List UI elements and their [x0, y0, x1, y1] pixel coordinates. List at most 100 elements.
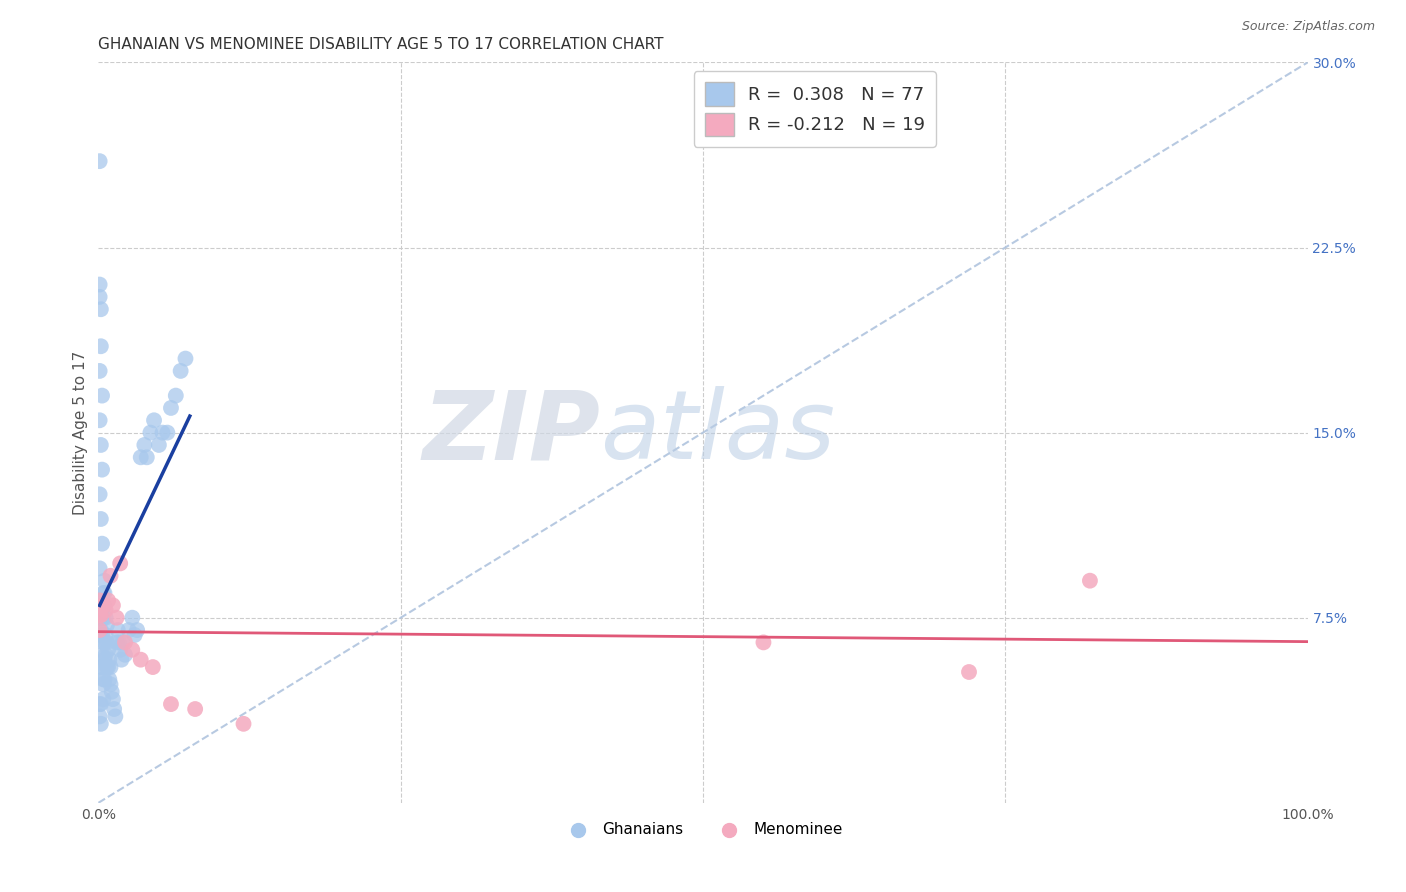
Point	[91, 677, 114, 691]
Point	[100, 677, 122, 691]
Point	[91, 536, 114, 550]
Point	[108, 642, 131, 657]
Point	[90, 697, 112, 711]
Point	[143, 413, 166, 427]
Point	[91, 673, 114, 687]
Point	[108, 557, 131, 571]
Point	[148, 438, 170, 452]
Point	[89, 593, 111, 607]
Point	[89, 697, 111, 711]
Point	[90, 339, 112, 353]
Point	[94, 628, 117, 642]
Point	[89, 154, 111, 169]
Point	[90, 438, 112, 452]
Point	[91, 599, 114, 613]
Point	[111, 635, 134, 649]
Point	[91, 610, 114, 624]
Point	[139, 425, 162, 440]
Point	[108, 635, 131, 649]
Point	[232, 716, 254, 731]
Point	[89, 364, 111, 378]
Point	[135, 450, 157, 465]
Point	[124, 628, 146, 642]
Point	[91, 462, 114, 476]
Point	[89, 277, 111, 292]
Text: GHANAIAN VS MENOMINEE DISABILITY AGE 5 TO 17 CORRELATION CHART: GHANAIAN VS MENOMINEE DISABILITY AGE 5 T…	[98, 37, 664, 52]
Point	[91, 660, 114, 674]
Point	[103, 702, 125, 716]
Point	[90, 302, 112, 317]
Legend: Ghanaians, Menominee: Ghanaians, Menominee	[557, 816, 849, 843]
Point	[89, 709, 111, 723]
Point	[94, 603, 117, 617]
Text: ZIP: ZIP	[422, 386, 600, 479]
Point	[129, 450, 152, 465]
Point	[104, 709, 127, 723]
Point	[89, 413, 111, 427]
Point	[89, 608, 111, 623]
Point	[97, 593, 120, 607]
Point	[100, 660, 122, 674]
Y-axis label: Disability Age 5 to 17: Disability Age 5 to 17	[73, 351, 89, 515]
Point	[156, 425, 179, 440]
Point	[160, 401, 183, 415]
Point	[142, 660, 165, 674]
Point	[101, 599, 124, 613]
Point	[93, 673, 115, 687]
Point	[160, 697, 183, 711]
Point	[93, 635, 115, 649]
Point	[93, 653, 115, 667]
Point	[114, 648, 136, 662]
Point	[97, 660, 120, 674]
Point	[90, 660, 112, 674]
Point	[134, 438, 156, 452]
Point	[91, 648, 114, 662]
Point	[94, 648, 117, 662]
Point	[90, 512, 112, 526]
Point	[121, 642, 143, 657]
Point	[105, 610, 128, 624]
Point	[1078, 574, 1101, 588]
Point	[957, 665, 980, 679]
Point	[752, 635, 775, 649]
Point	[89, 623, 111, 637]
Point	[91, 628, 114, 642]
Point	[93, 599, 115, 613]
Point	[174, 351, 197, 366]
Point	[100, 685, 122, 699]
Point	[110, 653, 132, 667]
Point	[96, 618, 118, 632]
Point	[90, 623, 112, 637]
Point	[184, 702, 207, 716]
Point	[96, 635, 118, 649]
Point	[89, 487, 111, 501]
Text: Source: ZipAtlas.com: Source: ZipAtlas.com	[1241, 20, 1375, 33]
Point	[169, 364, 191, 378]
Point	[152, 425, 174, 440]
Point	[107, 623, 129, 637]
Point	[90, 716, 112, 731]
Text: atlas: atlas	[600, 386, 835, 479]
Point	[98, 653, 121, 667]
Point	[93, 574, 115, 588]
Point	[91, 388, 114, 402]
Point	[93, 586, 115, 600]
Point	[101, 692, 124, 706]
Point	[127, 623, 149, 637]
Point	[129, 653, 152, 667]
Point	[98, 673, 121, 687]
Point	[100, 568, 122, 582]
Point	[165, 388, 187, 402]
Point	[118, 623, 141, 637]
Point	[91, 692, 114, 706]
Point	[91, 635, 114, 649]
Point	[91, 586, 114, 600]
Point	[89, 561, 111, 575]
Point	[91, 599, 114, 613]
Point	[89, 610, 111, 624]
Point	[105, 635, 128, 649]
Point	[97, 642, 120, 657]
Point	[114, 635, 136, 649]
Point	[121, 610, 143, 624]
Point	[96, 660, 118, 674]
